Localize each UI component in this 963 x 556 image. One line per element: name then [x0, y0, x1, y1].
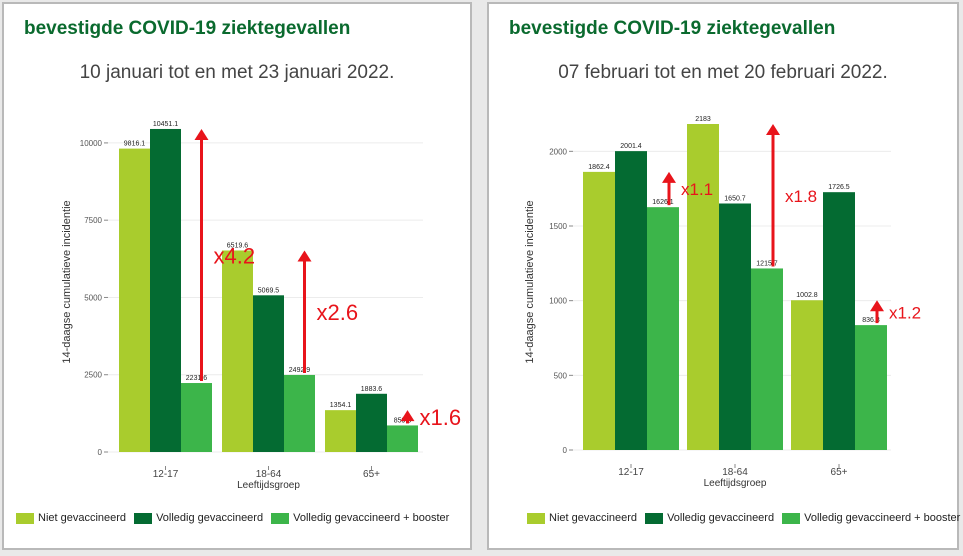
y-tick-label: 0	[563, 446, 568, 455]
bar	[325, 410, 356, 452]
x-tick-label: 65+	[363, 469, 380, 480]
legend: Niet gevaccineerd Volledig gevaccineerd …	[16, 512, 457, 524]
bar	[583, 171, 615, 451]
x-tick-label: 65+	[831, 467, 848, 478]
x-tick-label: 12-17	[618, 467, 644, 478]
bar	[823, 192, 855, 450]
annotation-label: x1.1	[681, 180, 713, 199]
data-label: 2183	[695, 116, 711, 123]
bar	[222, 250, 253, 452]
data-label: 1862.4	[588, 164, 610, 171]
annotation-arrow-head	[194, 128, 209, 140]
bar	[253, 295, 284, 452]
annotation-label: x4.2	[214, 243, 256, 268]
bar	[181, 383, 212, 452]
x-tick-label: 12-17	[153, 469, 179, 480]
x-axis-label: Leeftijdsgroep	[237, 480, 300, 491]
legend-item-niet: Niet gevaccineerd	[16, 512, 126, 524]
data-label: 1626.1	[652, 199, 674, 206]
y-tick-label: 2500	[84, 371, 102, 380]
bar	[387, 425, 418, 452]
annotation-arrow-head	[297, 250, 312, 262]
legend-swatch-volledig	[134, 512, 153, 524]
bar	[791, 300, 823, 450]
x-axis-label: Leeftijdsgroep	[704, 478, 767, 489]
legend-swatch-niet	[527, 512, 545, 524]
bar-chart: 0 500 1000 1500 2000 1862.4 2001.4 1626.1 12-17 2…	[524, 116, 921, 489]
annotation-arrow-head	[766, 124, 780, 136]
chart-subtitle: 07 februari tot en met 20 februari 2022.	[558, 62, 888, 83]
chart-panel-left: bevestigde COVID-19 ziektegevallen 10 ja…	[2, 2, 472, 550]
bar	[615, 151, 647, 450]
annotation-arrow-head	[400, 410, 415, 422]
data-label: 1002.8	[796, 292, 818, 299]
chart-subtitle: 10 januari tot en met 23 januari 2022.	[79, 62, 395, 83]
chart-title: bevestigde COVID-19 ziektegevallen	[509, 18, 836, 39]
chart-title: bevestigde COVID-19 ziektegevallen	[24, 18, 351, 39]
annotation-arrow-head	[662, 171, 676, 183]
bar	[284, 374, 315, 452]
bar	[751, 268, 783, 450]
data-label: 1726.5	[828, 184, 850, 191]
data-label: 1883.6	[361, 386, 383, 393]
legend-label: Volledig gevaccineerd	[156, 512, 264, 524]
data-label: 1354.1	[330, 402, 352, 409]
y-axis-label: 14-daagse cumulatieve incidentie	[61, 200, 73, 363]
annotation-label: x1.8	[785, 187, 817, 206]
legend-label: Niet gevaccineerd	[549, 512, 638, 524]
y-tick-label: 7500	[84, 216, 102, 225]
legend-item-booster: Volledig gevaccineerd + booster	[782, 512, 960, 524]
legend-label: Volledig gevaccineerd + booster	[804, 512, 961, 524]
data-label: 2492.9	[289, 367, 311, 374]
annotation-label: x2.6	[317, 300, 359, 325]
data-label: 6519.6	[227, 242, 249, 249]
legend-item-volledig: Volledig gevaccineerd	[645, 512, 774, 524]
x-tick-label: 18-64	[256, 469, 282, 480]
bar-chart: 0 2500 5000 7500 10000 9816.1 10451.1 2231.6 12-…	[61, 121, 462, 491]
annotation-arrow-head	[870, 300, 884, 312]
y-tick-label: 0	[98, 448, 103, 457]
data-label: 9816.1	[124, 141, 146, 148]
y-tick-label: 1500	[549, 222, 567, 231]
data-label: 10451.1	[153, 121, 178, 128]
legend: Niet gevaccineerd Volledig gevaccineerd …	[527, 512, 963, 524]
bar	[687, 124, 719, 450]
annotation-label: x1.6	[420, 405, 462, 430]
bar	[719, 203, 751, 450]
bar	[119, 148, 150, 453]
bar	[647, 207, 679, 450]
y-tick-label: 10000	[80, 139, 103, 148]
y-tick-label: 2000	[549, 147, 567, 156]
legend-label: Volledig gevaccineerd	[667, 512, 775, 524]
legend-swatch-booster	[782, 512, 801, 524]
data-label: 2231.6	[186, 375, 208, 382]
bar	[855, 325, 887, 450]
data-label: 2001.4	[620, 143, 642, 150]
data-label: 5069.5	[258, 287, 280, 294]
legend-item-niet: Niet gevaccineerd	[527, 512, 637, 524]
y-axis-label: 14-daagse cumulatieve incidentie	[524, 200, 536, 363]
legend-item-volledig: Volledig gevaccineerd	[134, 512, 263, 524]
legend-swatch-volledig	[645, 512, 664, 524]
legend-label: Niet gevaccineerd	[38, 512, 127, 524]
data-label: 836.3	[862, 317, 880, 324]
legend-swatch-booster	[271, 512, 290, 524]
bar	[356, 393, 387, 452]
legend-swatch-niet	[16, 512, 34, 524]
bar	[150, 128, 181, 452]
data-label: 1650.7	[724, 195, 746, 202]
chart-panel-right: bevestigde COVID-19 ziektegevallen 07 fe…	[487, 2, 960, 550]
data-label: 1215.7	[756, 260, 778, 267]
legend-item-booster: Volledig gevaccineerd + booster	[271, 512, 449, 524]
x-tick-label: 18-64	[722, 467, 748, 478]
y-tick-label: 500	[554, 371, 568, 380]
y-tick-label: 5000	[84, 293, 102, 302]
legend-label: Volledig gevaccineerd + booster	[293, 512, 450, 524]
annotation-label: x1.2	[889, 303, 921, 322]
y-tick-label: 1000	[549, 297, 567, 306]
